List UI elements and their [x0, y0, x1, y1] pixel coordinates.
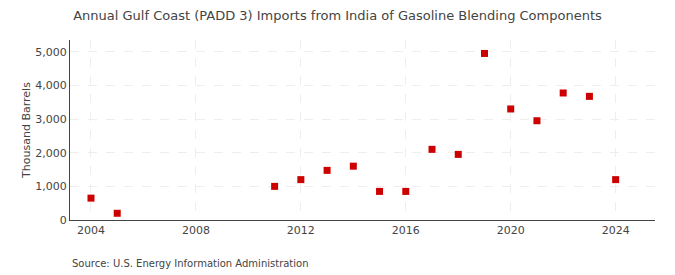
svg-text:2004: 2004	[77, 224, 105, 237]
svg-text:1,000: 1,000	[35, 180, 67, 193]
svg-text:Thousand Barrels: Thousand Barrels	[20, 82, 33, 179]
svg-text:2024: 2024	[602, 224, 630, 237]
svg-text:2008: 2008	[182, 224, 210, 237]
svg-text:4,000: 4,000	[35, 79, 67, 92]
svg-text:5,000: 5,000	[35, 46, 67, 59]
svg-text:Annual Gulf Coast (PADD 3) Imp: Annual Gulf Coast (PADD 3) Imports from …	[73, 8, 602, 23]
svg-text:2012: 2012	[287, 224, 315, 237]
svg-text:2,000: 2,000	[35, 147, 67, 160]
svg-text:3,000: 3,000	[35, 113, 67, 126]
svg-text:2016: 2016	[392, 224, 420, 237]
svg-text:Source: U.S. Energy Informatio: Source: U.S. Energy Information Administ…	[72, 258, 309, 269]
svg-text:2020: 2020	[497, 224, 525, 237]
svg-text:0: 0	[60, 214, 67, 227]
